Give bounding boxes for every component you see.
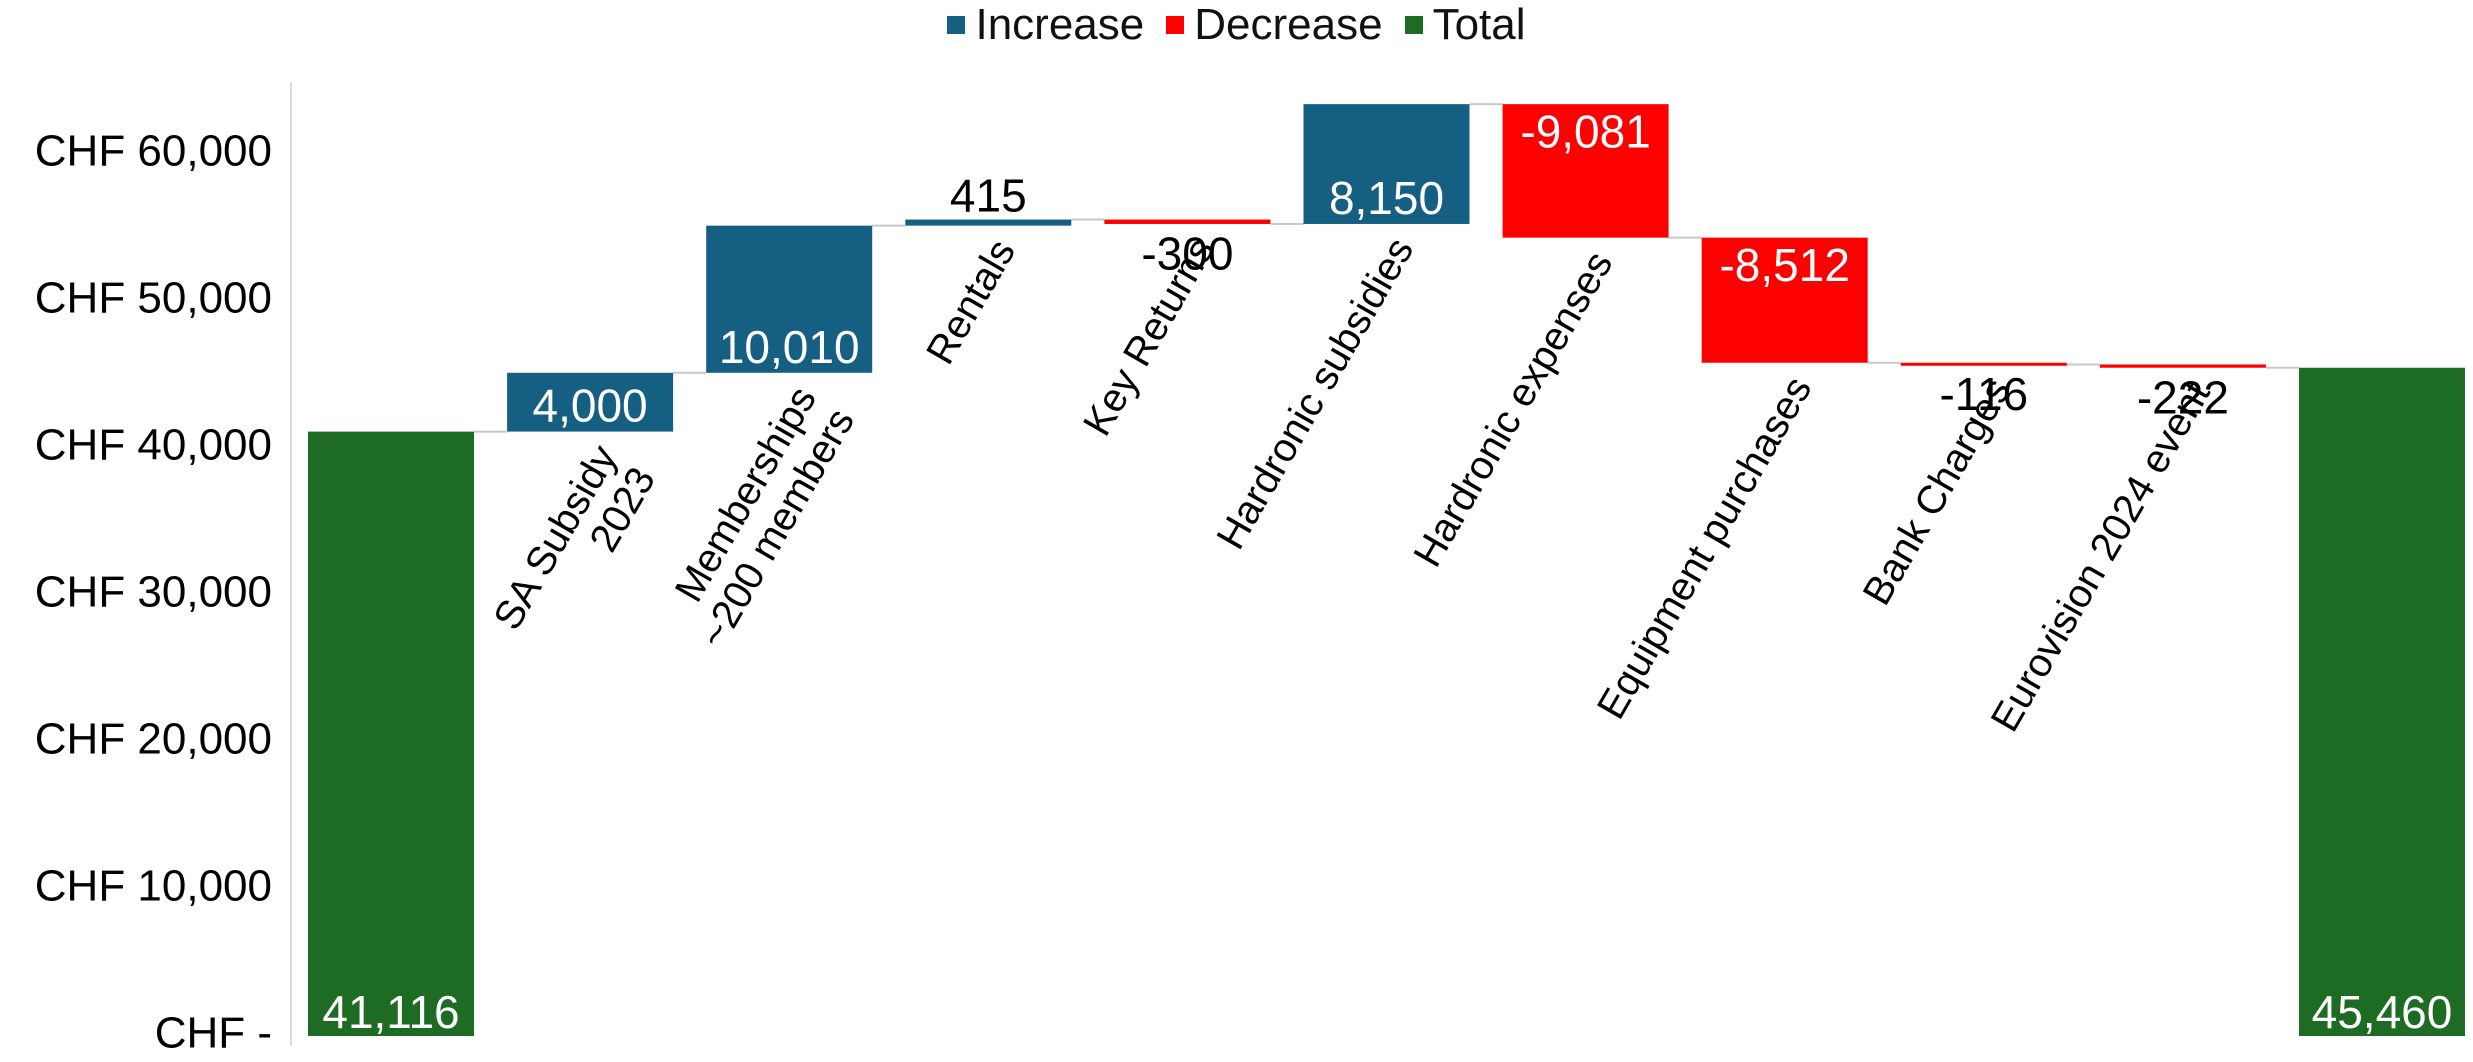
legend-label-increase: Increase — [975, 0, 1145, 49]
data-label: 10,010 — [719, 321, 860, 373]
legend-item-decrease: Decrease — [1166, 0, 1383, 50]
data-label: -116 — [1939, 368, 2028, 420]
bar-decrease — [1502, 104, 1669, 238]
bar-increase — [1303, 104, 1470, 224]
x-category-label: Eurovision 2024 event — [1983, 374, 2219, 739]
x-category-label: Memberships~200 members — [653, 379, 863, 655]
legend: Increase Decrease Total — [0, 0, 2473, 50]
y-tick-label: CHF 60,000 — [35, 127, 272, 176]
y-tick-label: CHF 10,000 — [35, 862, 272, 911]
x-category-label-line: Equipment purchases — [1589, 369, 1821, 726]
bar-decrease — [1104, 219, 1271, 224]
bar-total — [308, 431, 474, 1036]
bar-decrease — [1701, 237, 1868, 363]
bar-increase — [507, 372, 674, 432]
y-tick-label: CHF 30,000 — [35, 568, 272, 617]
x-category-label-line: Bank Charges — [1855, 371, 2020, 613]
data-label: 41,116 — [322, 986, 459, 1038]
legend-item-increase: Increase — [947, 0, 1144, 50]
y-tick-label: CHF 50,000 — [35, 274, 272, 323]
x-category-label-line: Rentals — [918, 232, 1024, 371]
bar-increase — [706, 225, 873, 373]
data-label: -300 — [1141, 228, 1233, 280]
legend-label-decrease: Decrease — [1194, 0, 1383, 49]
bar-total — [2299, 367, 2465, 1036]
bar-decrease — [1900, 362, 2067, 366]
x-category-label: Bank Charges — [1855, 371, 2020, 613]
x-category-label: Hardronic subsidies — [1209, 230, 1423, 556]
data-label: 45,460 — [2312, 986, 2453, 1038]
legend-swatch-total — [1404, 16, 1423, 34]
x-category-label: Hardronic expenses — [1405, 244, 1621, 574]
bar-decrease — [2099, 364, 2266, 368]
x-category-label: Rentals — [918, 232, 1024, 371]
data-label: -9,081 — [1520, 106, 1650, 158]
bar-increase — [905, 219, 1072, 226]
x-category-label-line: Eurovision 2024 event — [1983, 374, 2219, 739]
x-category-label-line: Hardronic expenses — [1405, 244, 1621, 574]
data-label: 8,150 — [1329, 172, 1444, 224]
data-label: -8,512 — [1719, 239, 1849, 291]
legend-swatch-decrease — [1166, 16, 1185, 34]
y-tick-label: CHF 40,000 — [35, 421, 272, 470]
y-tick-label: CHF 20,000 — [35, 715, 272, 764]
legend-item-total: Total — [1404, 0, 1526, 50]
data-label: 415 — [950, 170, 1027, 222]
x-category-label: Equipment purchases — [1589, 369, 1821, 726]
data-label: 4,000 — [533, 380, 648, 432]
legend-label-total: Total — [1432, 0, 1526, 49]
legend-swatch-increase — [947, 16, 966, 34]
x-category-label-line: Hardronic subsidies — [1209, 230, 1423, 556]
y-tick-label: CHF - — [155, 1009, 272, 1058]
x-category-label: SA Subsidy2023 — [486, 438, 664, 659]
data-label: -222 — [2137, 371, 2229, 423]
